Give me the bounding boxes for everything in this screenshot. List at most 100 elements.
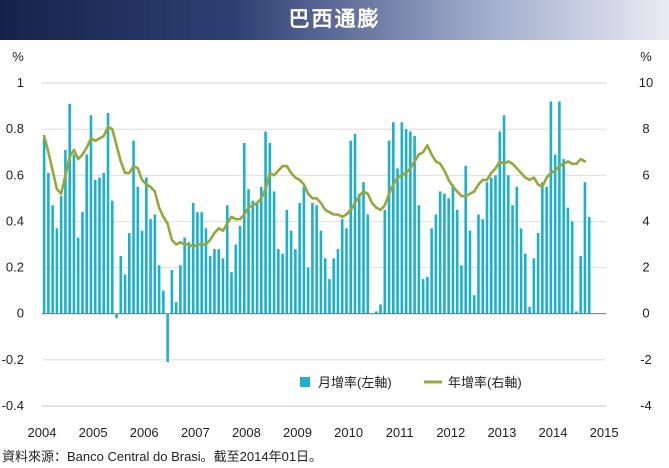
bar bbox=[242, 142, 246, 314]
bar bbox=[204, 228, 208, 314]
bar bbox=[553, 154, 557, 314]
bar bbox=[281, 253, 284, 314]
bar bbox=[464, 166, 467, 314]
bar bbox=[302, 186, 306, 314]
bar bbox=[234, 244, 238, 314]
right-axis-unit: % bbox=[640, 49, 652, 64]
bar bbox=[255, 202, 259, 314]
bar bbox=[68, 103, 71, 314]
bar bbox=[98, 177, 101, 314]
bar bbox=[115, 313, 118, 319]
bar bbox=[468, 230, 472, 314]
x-tick-label: 2006 bbox=[130, 425, 159, 440]
left-tick-label: -0.4 bbox=[2, 398, 24, 413]
bar bbox=[85, 154, 89, 314]
bar bbox=[528, 306, 531, 314]
bar bbox=[149, 219, 152, 314]
bar bbox=[213, 249, 216, 314]
left-tick-label: 0.2 bbox=[6, 260, 24, 275]
bar bbox=[221, 258, 225, 314]
bar bbox=[396, 168, 399, 314]
bar bbox=[110, 200, 114, 314]
bar bbox=[562, 159, 565, 314]
bar bbox=[217, 249, 221, 314]
bar bbox=[145, 177, 148, 314]
bar bbox=[374, 311, 378, 314]
left-tick-label: 1 bbox=[17, 75, 24, 90]
bar bbox=[336, 249, 340, 314]
bar bbox=[379, 304, 382, 314]
axis-layer: 1 0.8 0.6 0.4 0.2 0 -0.2 -0.4 10 8 6 4 2 0 -2 -4% % 2004 2… bbox=[2, 49, 654, 440]
x-tick-label: 2008 bbox=[232, 425, 261, 440]
right-tick-label: 10 bbox=[639, 75, 653, 90]
left-tick-label: 0.8 bbox=[6, 121, 24, 136]
bar bbox=[481, 219, 485, 314]
left-tick-label: -0.2 bbox=[2, 352, 24, 367]
bar bbox=[72, 154, 76, 314]
bar bbox=[106, 112, 110, 314]
bar bbox=[489, 177, 493, 314]
bar bbox=[89, 115, 93, 314]
left-axis-unit: % bbox=[12, 49, 24, 64]
bar bbox=[370, 313, 374, 315]
bar bbox=[340, 219, 344, 314]
bar bbox=[511, 205, 514, 314]
bar bbox=[545, 186, 548, 314]
bar bbox=[230, 272, 233, 314]
bar bbox=[200, 212, 203, 314]
bar bbox=[323, 258, 327, 314]
bar bbox=[494, 175, 497, 314]
x-tick-label: 2010 bbox=[334, 425, 363, 440]
bar bbox=[506, 175, 510, 314]
bar bbox=[268, 142, 272, 314]
bar bbox=[515, 186, 519, 314]
bar bbox=[289, 230, 293, 314]
bar bbox=[426, 276, 429, 314]
x-tick-label: 2009 bbox=[283, 425, 312, 440]
bar bbox=[123, 274, 127, 314]
bar bbox=[485, 182, 489, 314]
bar bbox=[558, 101, 561, 314]
bar bbox=[421, 279, 425, 314]
bar bbox=[183, 237, 186, 314]
bar bbox=[366, 214, 370, 314]
x-tick-label: 2004 bbox=[28, 425, 57, 440]
bar bbox=[332, 258, 335, 314]
bar bbox=[498, 131, 502, 314]
bar bbox=[47, 172, 50, 314]
bar bbox=[362, 182, 365, 314]
bar bbox=[404, 129, 408, 314]
bar bbox=[387, 140, 391, 314]
bar bbox=[353, 133, 357, 314]
x-tick-label: 2013 bbox=[487, 425, 516, 440]
bar bbox=[132, 140, 135, 314]
bar bbox=[400, 122, 404, 314]
bar bbox=[583, 182, 587, 314]
bar bbox=[277, 249, 280, 314]
bar bbox=[524, 253, 527, 314]
bar bbox=[102, 172, 106, 314]
right-tick-label: -2 bbox=[640, 352, 652, 367]
bar bbox=[519, 228, 523, 314]
bar bbox=[383, 209, 387, 314]
bar bbox=[306, 267, 310, 314]
x-tick-label: 2014 bbox=[539, 425, 568, 440]
bar bbox=[549, 101, 553, 314]
x-tick-label: 2005 bbox=[79, 425, 108, 440]
bar bbox=[179, 265, 182, 314]
right-tick-label: 4 bbox=[642, 213, 649, 228]
bar bbox=[349, 140, 353, 314]
bar bbox=[119, 256, 123, 314]
bar bbox=[153, 214, 157, 314]
bar bbox=[55, 228, 59, 314]
bar bbox=[417, 205, 421, 314]
left-tick-label: 0 bbox=[17, 306, 24, 321]
bar bbox=[157, 265, 161, 314]
bar bbox=[345, 228, 348, 314]
source-note: 資料來源：Banco Central do Brasi。截至2014年01日。 bbox=[2, 449, 323, 464]
title-bar bbox=[0, 0, 669, 40]
bar bbox=[541, 182, 544, 314]
bar bbox=[328, 279, 331, 314]
x-tick-label: 2007 bbox=[181, 425, 210, 440]
